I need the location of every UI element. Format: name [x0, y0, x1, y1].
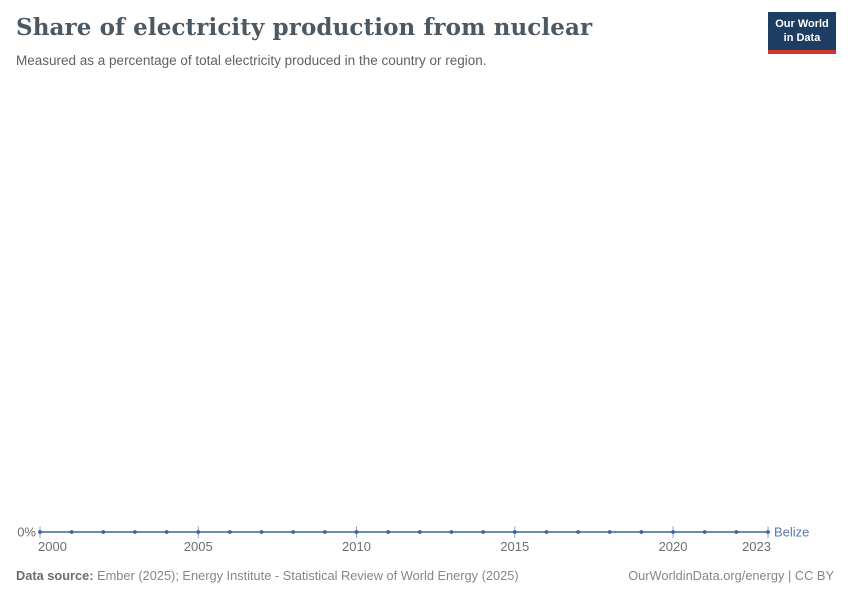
- owid-logo-line1: Our World: [775, 18, 829, 30]
- series-label-belize[interactable]: Belize: [774, 525, 809, 540]
- data-point[interactable]: [702, 530, 707, 534]
- data-point[interactable]: [164, 530, 169, 534]
- data-point[interactable]: [38, 530, 42, 534]
- data-point[interactable]: [133, 530, 137, 534]
- data-point[interactable]: [354, 530, 359, 534]
- page-subtitle: Measured as a percentage of total electr…: [16, 53, 487, 68]
- footer-license-link[interactable]: OurWorldinData.org/energy | CC BY: [628, 568, 834, 583]
- owid-logo-line2: in Data: [783, 32, 821, 45]
- x-axis-label: 2020: [659, 539, 688, 554]
- data-source-label: Data source:: [16, 568, 94, 583]
- owid-logo-text: Our World in Data: [768, 12, 836, 50]
- data-point[interactable]: [291, 530, 296, 534]
- x-axis-label: 2015: [500, 539, 529, 554]
- data-point[interactable]: [449, 530, 454, 534]
- data-point[interactable]: [734, 530, 739, 534]
- data-point[interactable]: [512, 530, 517, 534]
- data-point[interactable]: [228, 530, 232, 534]
- page-title: Share of electricity production from nuc…: [16, 14, 593, 41]
- data-point[interactable]: [386, 530, 391, 534]
- y-axis-zero-label: 0%: [17, 525, 36, 540]
- data-point[interactable]: [101, 530, 106, 534]
- data-point[interactable]: [544, 530, 549, 534]
- page-footer: Data source: Ember (2025); Energy Instit…: [16, 568, 834, 583]
- x-axis-label: 2005: [184, 539, 213, 554]
- data-point[interactable]: [196, 530, 201, 534]
- data-point[interactable]: [417, 530, 422, 534]
- owid-logo-redbar: [768, 49, 836, 54]
- x-axis-label: 2023: [742, 539, 771, 554]
- data-source-note: Data source: Ember (2025); Energy Instit…: [16, 568, 519, 583]
- data-point[interactable]: [576, 530, 580, 534]
- data-point[interactable]: [607, 530, 612, 534]
- owid-logo[interactable]: Our World in Data: [768, 12, 836, 54]
- data-point[interactable]: [259, 530, 264, 534]
- data-point[interactable]: [481, 530, 486, 534]
- data-point[interactable]: [766, 530, 770, 534]
- data-point[interactable]: [671, 530, 675, 534]
- x-axis-label: 2010: [342, 539, 371, 554]
- data-source-text: Ember (2025); Energy Institute - Statist…: [93, 568, 519, 583]
- data-point[interactable]: [69, 530, 74, 534]
- data-point[interactable]: [322, 530, 327, 534]
- x-axis-label: 2000: [38, 539, 67, 554]
- data-point[interactable]: [639, 530, 644, 534]
